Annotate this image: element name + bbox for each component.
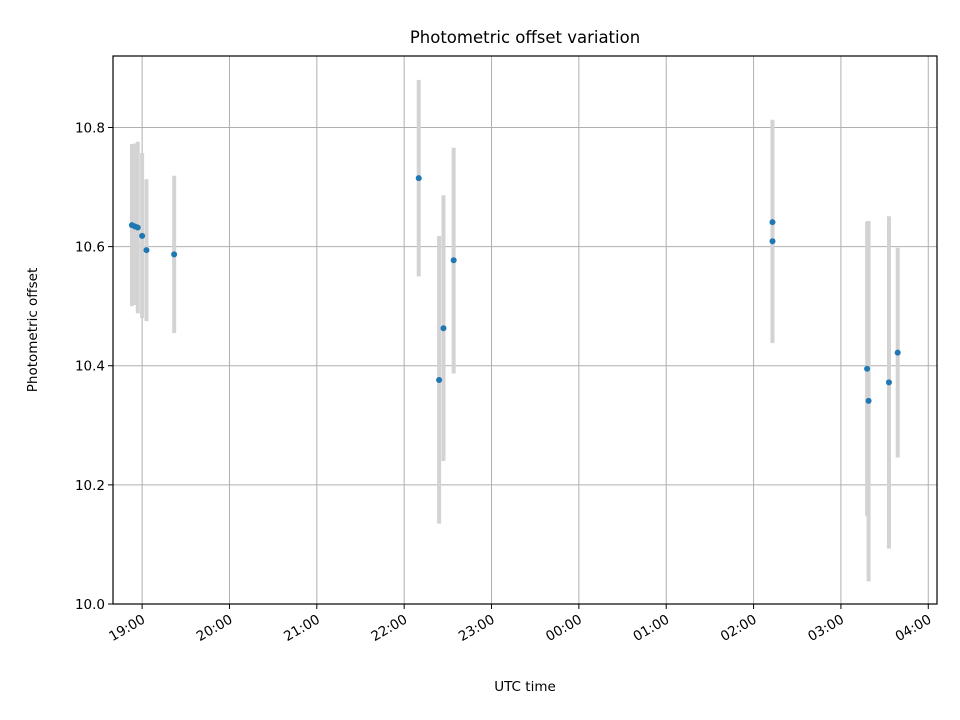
data-point bbox=[436, 377, 443, 384]
y-tick-label: 10.2 bbox=[75, 478, 105, 494]
data-point bbox=[885, 379, 892, 386]
y-tick-label: 10.6 bbox=[75, 240, 105, 256]
y-axis-label: Photometric offset bbox=[25, 268, 41, 392]
data-point bbox=[171, 251, 178, 258]
data-point bbox=[864, 365, 871, 372]
y-axis-ticks: 10.0 10.2 10.4 10.6 10.8 bbox=[75, 120, 113, 613]
data-point bbox=[769, 219, 776, 226]
data-point bbox=[415, 175, 422, 182]
data-point bbox=[134, 224, 141, 231]
data-point bbox=[440, 325, 447, 332]
y-tick-label: 10.4 bbox=[75, 359, 105, 375]
data-point bbox=[143, 247, 150, 254]
data-points bbox=[128, 175, 901, 404]
data-point bbox=[865, 397, 872, 404]
y-tick-label: 10.8 bbox=[75, 120, 105, 136]
y-tick-label: 10.0 bbox=[75, 597, 105, 613]
data-point bbox=[139, 232, 146, 239]
data-point bbox=[769, 238, 776, 245]
plot-frame bbox=[112, 55, 938, 605]
chart-title: Photometric offset variation bbox=[410, 28, 640, 47]
data-point bbox=[894, 349, 901, 356]
data-point bbox=[450, 257, 457, 264]
x-axis-label: UTC time bbox=[494, 679, 556, 695]
